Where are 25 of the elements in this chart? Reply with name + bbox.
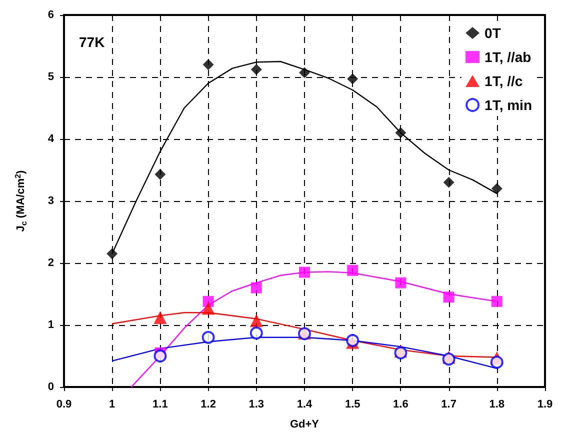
legend-label: 1T, min xyxy=(484,97,532,113)
y-tick-label: 5 xyxy=(48,71,54,83)
x-tick-label: 1.8 xyxy=(489,398,505,410)
annotation: 77K xyxy=(79,34,105,50)
x-tick-label: 1.2 xyxy=(200,398,216,410)
x-axis-title: Gd+Y xyxy=(290,418,320,430)
x-tick-label: 1.9 xyxy=(537,398,553,410)
y-tick-label: 1 xyxy=(48,319,54,331)
x-tick-label: 1.7 xyxy=(441,398,456,410)
x-tick-label: 1 xyxy=(109,398,116,410)
y-tick-label: 6 xyxy=(48,9,54,21)
x-tick-label: 0.9 xyxy=(56,398,72,410)
y-tick-label: 2 xyxy=(48,257,54,269)
x-tick-label: 1.4 xyxy=(296,398,314,410)
legend-label: 1T, //c xyxy=(484,73,523,89)
x-tick-label: 1.6 xyxy=(393,398,408,410)
y-axis-title: Jc (MA/cm2) xyxy=(14,170,28,232)
legend-label: 0T xyxy=(484,25,502,41)
legend-label: 1T, //ab xyxy=(484,49,532,65)
x-tick-label: 1.3 xyxy=(248,398,264,410)
x-tick-label: 1.5 xyxy=(344,398,360,410)
y-tick-label: 3 xyxy=(48,195,54,207)
y-tick-label: 4 xyxy=(48,133,55,145)
y-tick-label: 0 xyxy=(48,381,54,393)
x-tick-label: 1.1 xyxy=(152,398,168,410)
